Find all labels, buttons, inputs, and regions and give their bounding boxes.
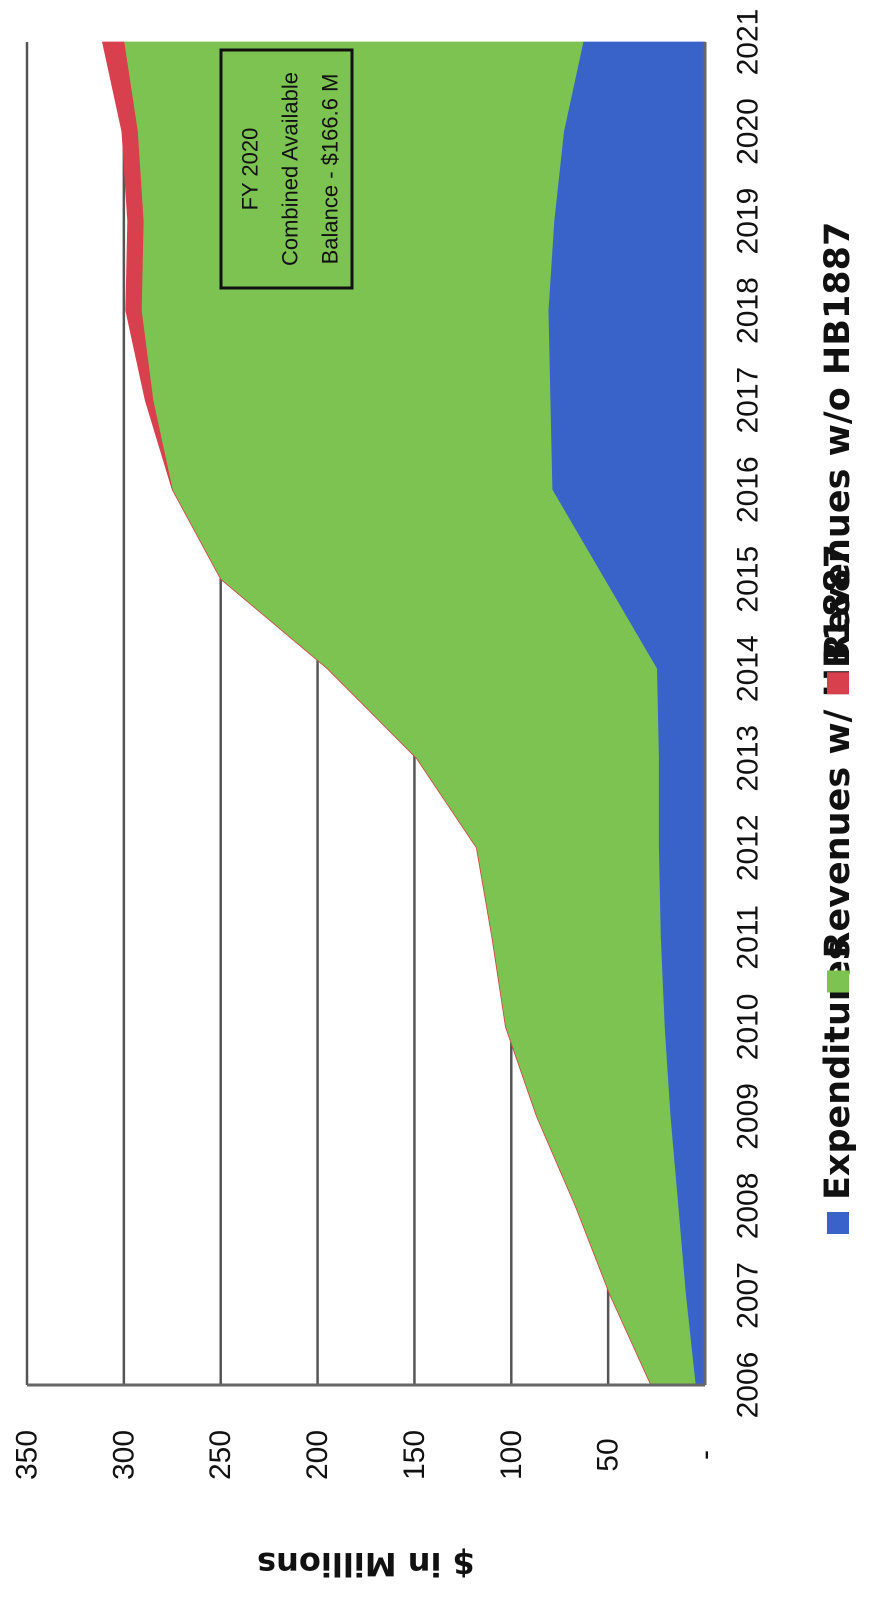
annotation-line-2: Combined Available [278,72,303,266]
x-tick-label-2019: 2019 [732,188,765,255]
x-tick-label-2021: 2021 [732,9,765,76]
legend-swatch-expenditures [827,1212,849,1234]
x-tick-label-2008: 2008 [732,1173,765,1240]
x-tick-label-2013: 2013 [732,725,765,792]
legend-item-revenues-w-hb1887: Revenues w/ HB1887 [818,544,858,993]
x-tick-label-2016: 2016 [732,456,765,523]
annotation-box: FY 2020 Combined Available Balance - $166.… [219,48,354,290]
legend-label-revenues-w-o-hb1887: Revenues w/o HB1887 [818,222,858,661]
legend-label-revenues-w-hb1887: Revenues w/ HB1887 [818,544,858,959]
annotation-border [219,48,354,290]
y-tick-label-150: 150 [398,1430,431,1480]
y-tick-label-350: 350 [11,1430,44,1480]
x-tick-label-2009: 2009 [732,1083,765,1150]
x-tick-label-2006: 2006 [732,1352,765,1419]
x-tick-label-2011: 2011 [732,905,765,970]
area-series [102,41,706,1386]
x-tick-label-2014: 2014 [732,635,765,702]
y-tick-label-250: 250 [204,1430,237,1480]
y-tick-label-200: 200 [301,1430,334,1480]
x-tick-label-2017: 2017 [732,367,765,434]
y-tick-label-300: 300 [107,1430,140,1480]
area-revenues-w-o-hb1887 [102,41,652,1386]
x-tick-label-2020: 2020 [732,98,765,165]
x-tick-label-2015: 2015 [732,546,765,613]
annotation-line-1: FY 2020 [238,128,263,211]
x-tick-label-2012: 2012 [732,814,765,881]
legend-swatch-revenues-w-hb1887 [827,970,849,993]
annotation-line-3: Balance - $166.6 M [318,74,343,265]
y-axis-label: $ in Millions [257,1545,475,1583]
axes [27,42,707,1387]
chart-root: - 50 100 150 200 250 300 350 2006 2007 2008 2009 201… [11,9,859,1583]
y-tick-label-0: - [689,1450,722,1460]
y-tick-label-100: 100 [495,1430,528,1480]
y-tick-label-50: 50 [592,1438,625,1471]
tick-labels: - 50 100 150 200 250 300 350 2006 2007 2008 2009 201… [11,9,765,1480]
legend-item-revenues-w-o-hb1887: Revenues w/o HB1887 [818,222,858,695]
x-tick-label-2010: 2010 [732,993,765,1060]
legend-swatch-revenues-w-o-hb1887 [827,672,849,695]
x-tick-label-2007: 2007 [732,1262,765,1329]
x-tick-label-2018: 2018 [732,277,765,344]
